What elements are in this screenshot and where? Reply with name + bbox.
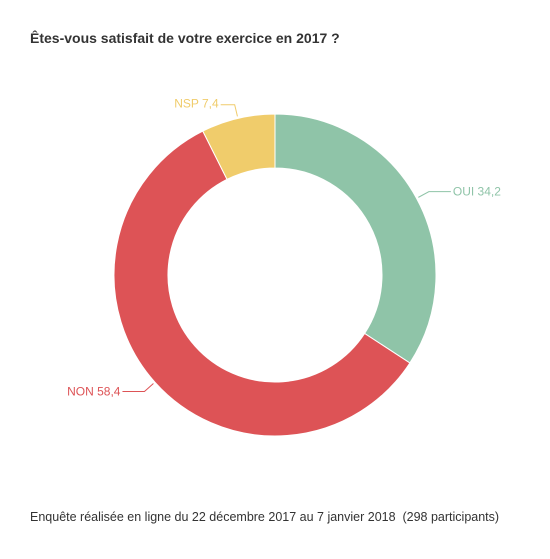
slice-label-non: NON 58,4	[67, 385, 121, 399]
leader-line-nsp	[220, 104, 238, 117]
slice-label-oui: OUI 34,2	[453, 185, 501, 199]
slice-oui[interactable]	[274, 113, 437, 364]
leader-line-oui	[418, 191, 451, 198]
slice-non[interactable]	[113, 130, 411, 437]
leader-line-non	[122, 383, 154, 393]
slice-label-nsp: NSP 7,4	[174, 97, 219, 111]
chart-title: Êtes-vous satisfait de votre exercice en…	[30, 30, 340, 46]
slice-nsp[interactable]	[202, 113, 276, 181]
chart-footnote: Enquête réalisée en ligne du 22 décembre…	[30, 510, 500, 524]
donut-chart: OUI 34,2 NON 58,4 NSP 7,4	[67, 97, 501, 437]
